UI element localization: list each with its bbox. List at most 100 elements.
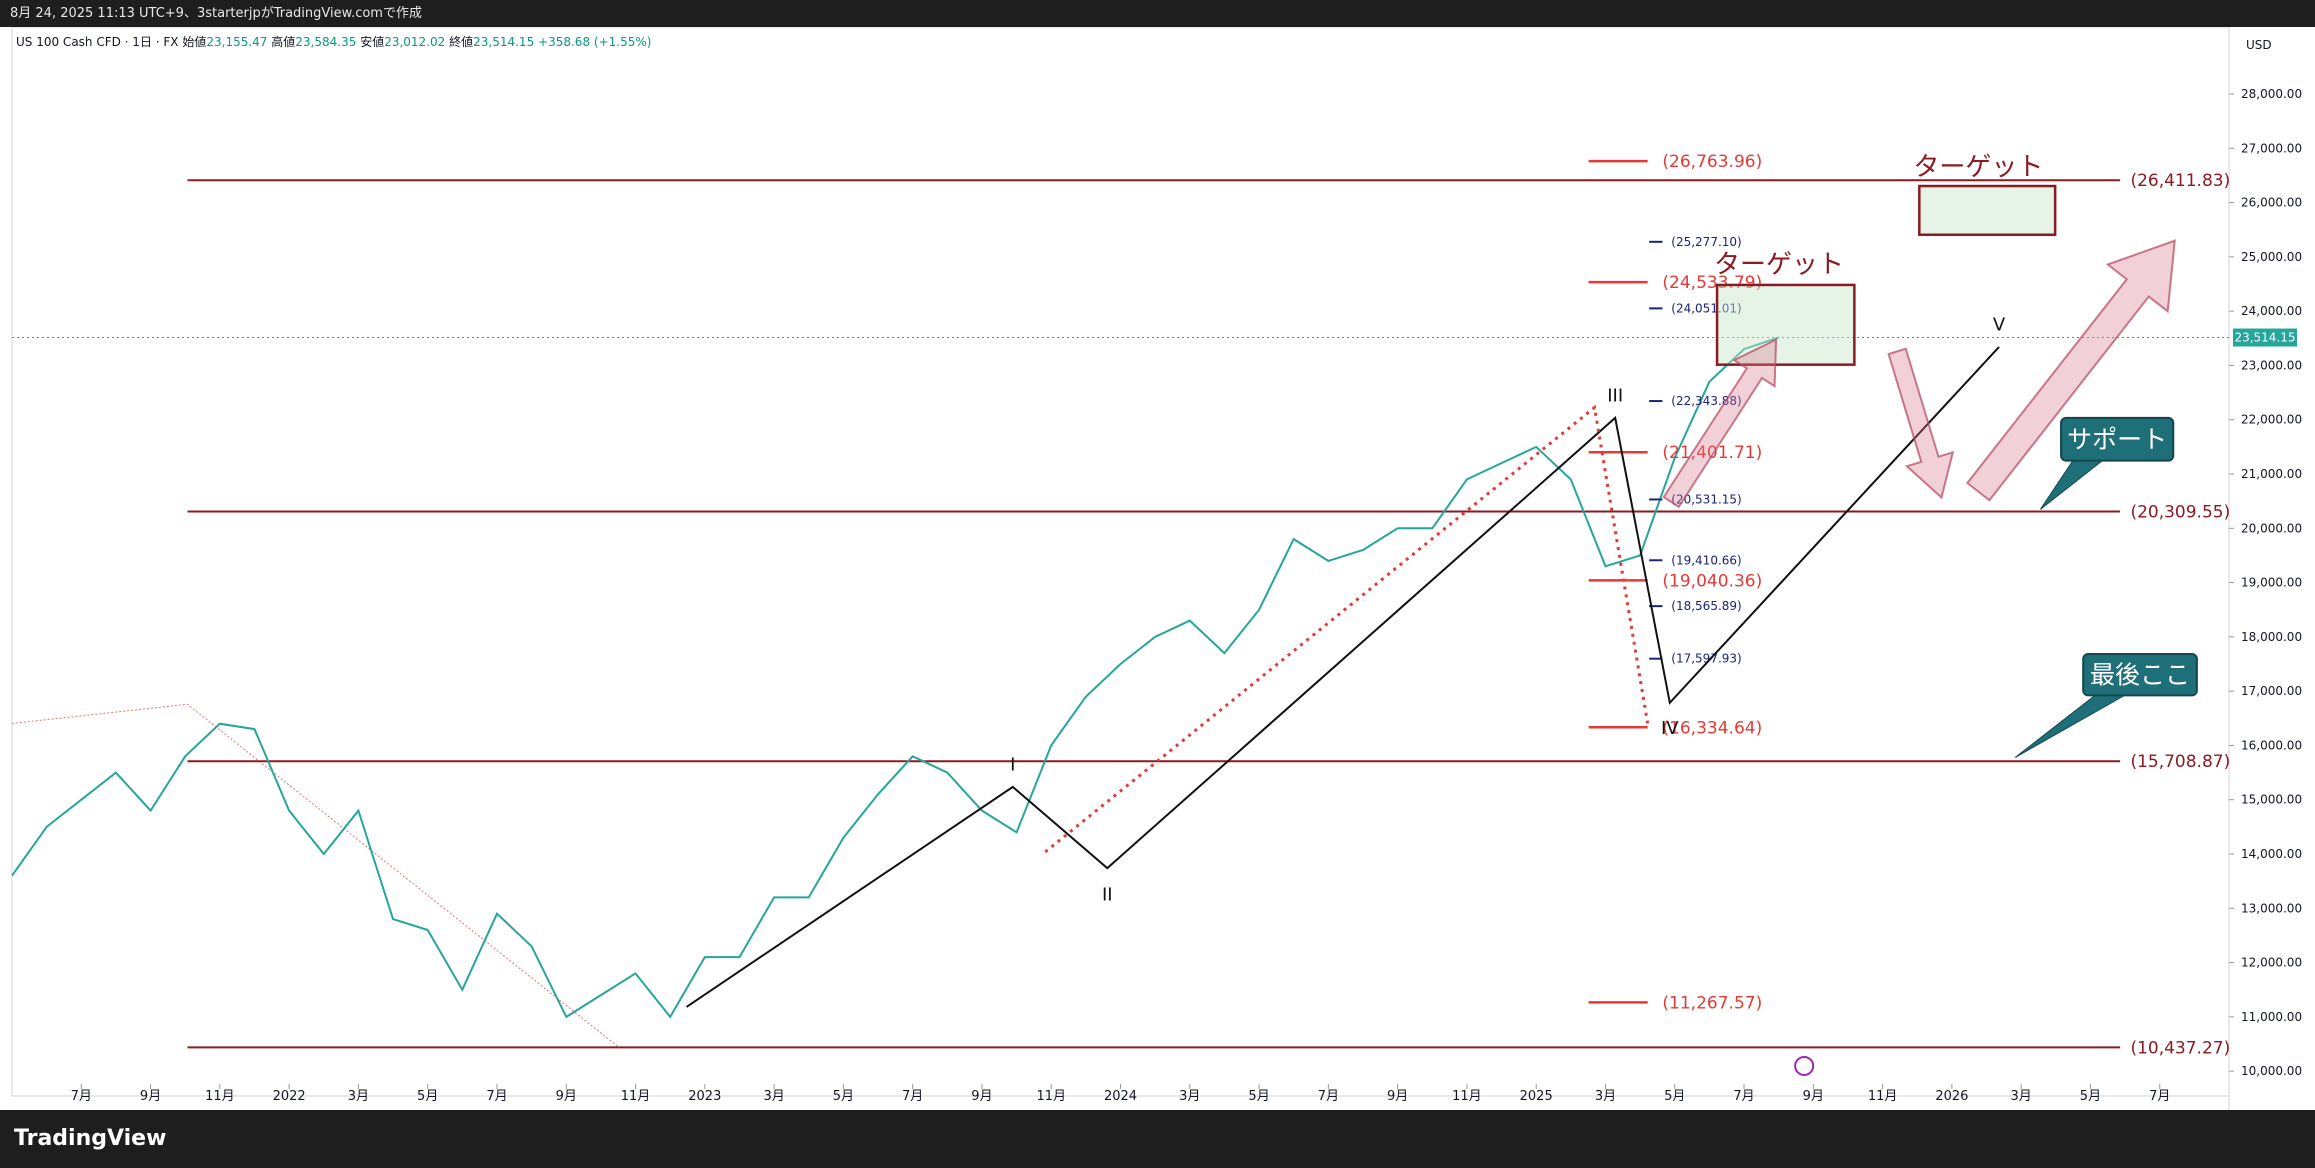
x-tick-label: 2023 [688,1089,721,1104]
last-price-label: 23,514.15 [2234,331,2295,345]
credit-bar: 8月 24, 2025 11:13 UTC+9、3starterjpがTradi… [0,0,2315,27]
x-tick-label: 3月 [2011,1089,2032,1104]
y-tick-label: 14,000.00 [2241,847,2302,861]
wave-dotted [1044,404,1650,854]
x-tick-label: 5月 [1248,1089,1269,1104]
event-icon [1794,1055,1815,1076]
brand-bar: TradingView [0,1110,2315,1168]
y-tick-label: 22,000.00 [2241,413,2302,427]
x-tick-label: 9月 [1387,1089,1408,1104]
target-label: ターゲット [1714,250,1844,280]
plot-frame [11,27,2230,1097]
fib-label: (24,533.79) [1662,273,1762,293]
ohlc-value: 23,155.47 [206,35,268,49]
x-tick-label: 7月 [902,1089,923,1104]
x-tick-label: 5月 [1664,1089,1685,1104]
change: +358.68 (+1.55%) [538,35,652,49]
callout-box [2082,653,2198,697]
x-tick-label: 7月 [486,1089,507,1104]
ohlc-value: 23,012.02 [384,35,446,49]
x-tick-label: 11月 [621,1089,651,1104]
level-label: (15,708.87) [2130,752,2230,772]
x-tick-label: 3月 [1595,1089,1616,1104]
target-label: ターゲット [1913,153,2043,183]
sub-level-label: (18,565.89) [1671,599,1741,613]
x-tick-label: 11月 [1868,1089,1898,1104]
x-tick-label: 7月 [71,1089,92,1104]
x-tick-label: 3月 [1179,1089,1200,1104]
y-tick-label: 23,000.00 [2241,358,2302,372]
x-tick-label: 3月 [348,1089,369,1104]
y-tick-label: 12,000.00 [2241,956,2302,970]
wave-label: II [1102,885,1113,906]
x-tick-label: 7月 [1318,1089,1339,1104]
fib-label: (16,334.64) [1662,718,1762,738]
sub-level-label: (25,277.10) [1671,235,1741,249]
fib-label: (26,763.96) [1662,152,1762,172]
x-tick-label: 5月 [2080,1089,2101,1104]
arrow [1887,347,1955,500]
ohlc-label: 終値 [449,35,474,49]
y-tick-label: 17,000.00 [2241,684,2302,698]
brand: TradingView [14,1126,167,1151]
x-tick-label: 7月 [2149,1089,2170,1104]
x-tick-label: 2022 [273,1089,306,1104]
ohlc: 始値23,155.47 高値23,584.35 安値23,012.02 終値23… [182,35,538,49]
x-tick-label: 2025 [1520,1089,1553,1104]
ohlc-label: 安値 [360,35,385,49]
sub-level-label: (17,597.93) [1671,652,1741,666]
wave-path [685,346,2000,1008]
target-box [1715,283,1856,366]
y-tick-label: 24,000.00 [2241,304,2302,318]
sub-level-label: (19,410.66) [1671,553,1741,567]
price-line [11,336,1780,1019]
level-label: (10,437.27) [2130,1038,2230,1058]
x-tick-label: 11月 [1036,1089,1066,1104]
y-tick-label: 13,000.00 [2241,901,2302,915]
ohlc-value: 23,584.35 [295,35,357,49]
y-tick-label: 15,000.00 [2241,793,2302,807]
y-tick-label: 16,000.00 [2241,738,2302,752]
y-tick-label: 19,000.00 [2241,576,2302,590]
callout-label: 最後ここ [2090,661,2190,690]
ohlc-label: 高値 [271,35,296,49]
symbol-info: US 100 Cash CFD · 1日 · FX 始値23,155.47 高値… [16,33,651,50]
fib-label: (11,267.57) [1662,993,1762,1013]
target-box [1918,184,2057,236]
arrow [1662,337,1778,509]
y-tick-label: 10,000.00 [2241,1064,2302,1078]
x-tick-label: 3月 [763,1089,784,1104]
x-tick-label: 2024 [1104,1089,1137,1104]
x-tick-label: 9月 [140,1089,161,1104]
ohlc-value: 23,514.15 [473,35,535,49]
y-tick-label: 20,000.00 [2241,521,2302,535]
callout-label: サポート [2067,425,2167,454]
level-label: (20,309.55) [2130,502,2230,522]
x-tick-label: 9月 [556,1089,577,1104]
x-tick-label: 5月 [417,1089,438,1104]
sub-level-label: (20,531.15) [1671,492,1741,506]
y-tick-label: 21,000.00 [2241,467,2302,481]
y-tick-label: 26,000.00 [2241,196,2302,210]
trend-dotted [11,703,621,1049]
x-tick-label: 5月 [833,1089,854,1104]
y-tick-label: 18,000.00 [2241,630,2302,644]
y-tick-label: 11,000.00 [2241,1010,2302,1024]
y-tick-label: 25,000.00 [2241,250,2302,264]
y-tick-label: 27,000.00 [2241,141,2302,155]
fib-label: (19,040.36) [1662,571,1762,591]
sub-level-label: (24,051.01) [1671,301,1741,315]
ohlc-label: 始値 [182,35,207,49]
x-tick-label: 9月 [971,1089,992,1104]
x-tick-label: 11月 [1452,1089,1482,1104]
y-tick-label: 28,000.00 [2241,87,2302,101]
x-tick-label: 9月 [1803,1089,1824,1104]
x-tick-label: 7月 [1733,1089,1754,1104]
last-price-tag [2233,328,2297,347]
level-label: (26,411.83) [2130,171,2230,191]
callout-box [2060,416,2175,462]
x-tick-label: 2026 [1935,1089,1968,1104]
currency: USD [2246,38,2272,52]
arrow [1965,239,2176,502]
